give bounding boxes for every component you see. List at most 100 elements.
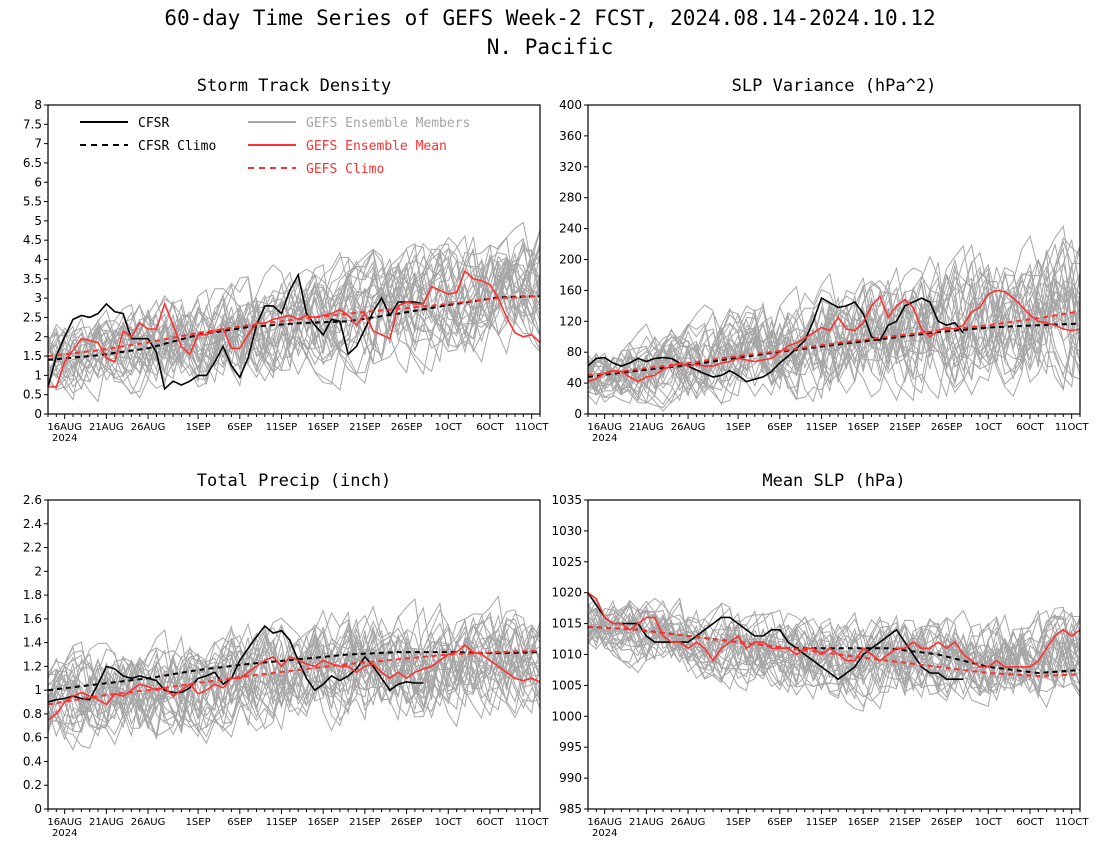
y-tick-label: 200 [559,253,582,267]
legend-label-cfsr: CFSR [138,116,169,131]
x-tick-label: 11SEP [266,422,297,433]
member-line [587,616,1081,710]
x-tick-label: 1OCT [435,817,463,828]
y-tick-label: 5.5 [23,195,42,209]
ensemble-members [587,597,1081,712]
x-tick-label: 11SEP [806,817,837,828]
y-tick-label: 4.5 [23,233,42,247]
y-tick-label: 0.2 [23,778,42,792]
y-tick-label: 0.6 [23,731,42,745]
x-tick-label: 11OCT [1055,422,1090,433]
member-line [47,237,541,383]
x-tick-label: 6OCT [476,817,504,828]
series-cfsr-climo [47,295,541,361]
y-tick-label: 995 [559,740,582,754]
y-tick-label: 990 [559,771,582,785]
y-tick-label: 1030 [551,524,582,538]
x-tick-label: 21SEP [889,817,920,828]
x-tick-label: 6SEP [227,817,252,828]
series-cfsr-climo [47,651,541,692]
member-line [47,605,541,724]
member-line [47,248,541,382]
y-tick-label: 1.5 [23,349,42,363]
legend: CFSR CFSR Climo GEFS Ensemble Members GEFS … [80,116,470,177]
y-tick-label: 40 [567,376,582,390]
series-gefs-climo [47,295,541,358]
legend-label-members: GEFS Ensemble Members [306,116,470,131]
y-tick-label: 8 [34,98,42,112]
x-tick-label: 21SEP [349,422,380,433]
x-tick-label: 6SEP [767,422,792,433]
y-tick-label: 400 [559,98,582,112]
series-gefs-ensemble-mean [47,643,541,721]
member-line [47,250,541,364]
series-gefs-climo [587,625,1081,678]
x-tick-label: 21AUG [629,817,664,828]
member-line [587,259,1081,406]
y-tick-label: 4 [34,253,42,267]
member-line [47,242,541,383]
x-tick-label: 11SEP [266,817,297,828]
y-tick-label: 2.6 [23,493,42,507]
y-tick-label: 0 [34,407,42,421]
y-tick-label: 1.8 [23,588,42,602]
series-cfsr [587,592,964,681]
member-line [587,245,1081,398]
x-tick-label: 6OCT [476,422,504,433]
member-line [47,259,541,386]
plot-frame [47,499,541,810]
member-line [47,611,541,725]
y-tick-label: 0 [34,802,42,816]
x-tick-label: 16AUG [47,817,82,828]
y-tick-label: 1.2 [23,659,42,673]
x-tick-label: 1SEP [726,422,751,433]
x-tick-label: 26AUG [671,422,706,433]
member-line [587,613,1081,695]
series-gefs-climo [587,310,1081,377]
x-year-label: 2024 [52,828,77,839]
member-line [47,247,541,394]
panel-title: SLP Variance (hPa^2) [732,76,937,96]
x-tick-label: 6SEP [227,422,252,433]
figure-title: 60-day Time Series of GEFS Week-2 FCST, … [164,6,936,30]
x-tick-label: 16SEP [307,817,338,828]
y-tick-label: 1000 [551,709,582,723]
panel-total-precip-inch: Total Precip (inch) 0 0.2 0.4 0.6 0.8 1 1.2 1.4 1… [23,471,549,839]
x-tick-label: 1OCT [975,422,1003,433]
member-line [587,244,1081,385]
y-tick-label: 2.5 [23,310,42,324]
x-tick-label: 1SEP [186,817,211,828]
y-tick-label: 1020 [551,586,582,600]
x-tick-label: 16SEP [307,422,338,433]
legend-label-ens-mean: GEFS Ensemble Mean [306,139,447,154]
member-line [47,243,541,378]
member-line [587,609,1081,695]
member-line [587,246,1081,404]
x-tick-label: 1SEP [726,817,751,828]
legend-label-cfsr-climo: CFSR Climo [138,139,216,154]
y-tick-label: 1.6 [23,612,42,626]
y-tick-label: 2 [34,564,42,578]
y-tick-label: 6.5 [23,156,42,170]
x-tick-label: 26AUG [131,422,166,433]
panel-title: Storm Track Density [197,76,391,96]
x-tick-label: 6SEP [767,817,792,828]
x-tick-label: 26AUG [131,817,166,828]
member-line [47,627,541,727]
member-line [47,230,541,390]
x-tick-label: 21AUG [629,422,664,433]
x-tick-label: 16SEP [847,817,878,828]
member-line [587,614,1081,695]
x-tick-label: 1OCT [975,817,1003,828]
member-line [47,247,541,403]
series-gefs-climo [47,649,541,706]
member-line [587,234,1081,402]
y-tick-label: 0.4 [23,754,42,768]
y-tick-label: 120 [559,314,582,328]
x-tick-label: 11SEP [806,422,837,433]
x-tick-label: 21SEP [349,817,380,828]
x-tick-label: 26SEP [931,422,962,433]
x-tick-label: 16AUG [587,422,622,433]
y-tick-label: 1 [34,368,42,382]
ensemble-members [47,595,541,751]
